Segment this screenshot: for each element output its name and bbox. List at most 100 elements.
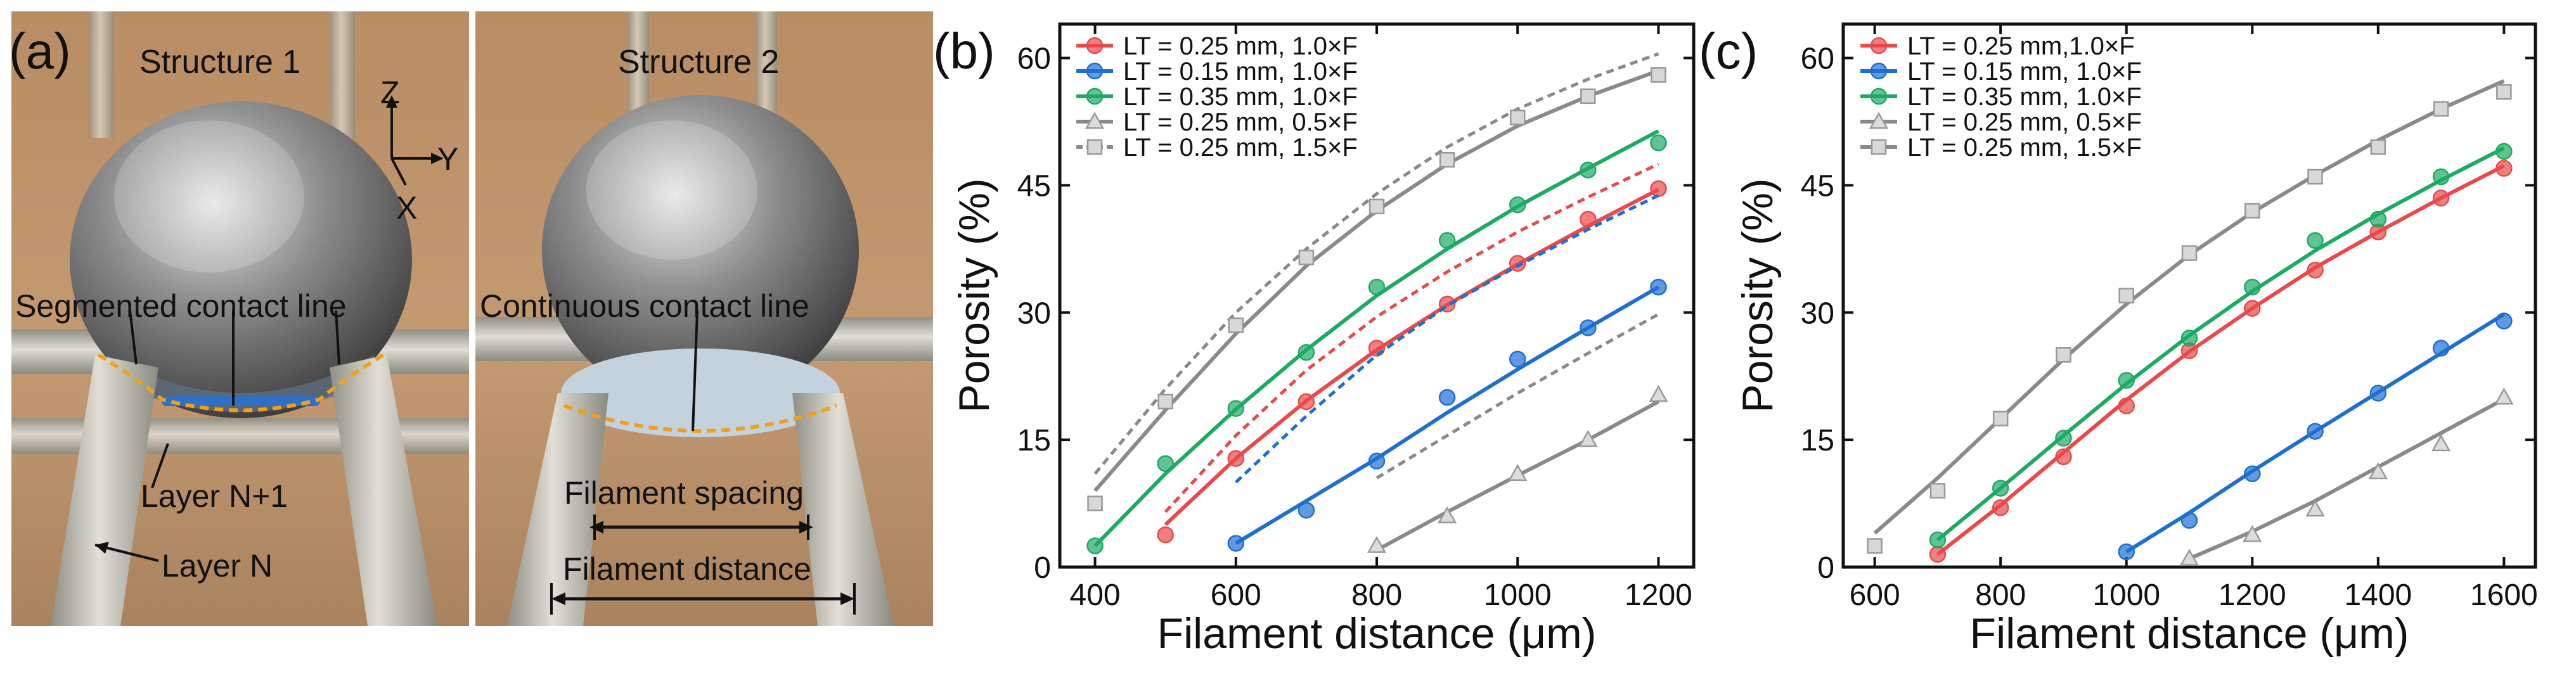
series-4-point-1500 — [2433, 101, 2449, 117]
x-tick-label-1200: 1200 — [1625, 578, 1692, 612]
series-3-point-1300 — [2305, 499, 2325, 517]
series-0-point-1200 — [2244, 300, 2261, 317]
continuous-contact-line-label: Continuous contact line — [480, 288, 809, 324]
y-tick-label-0: 0 — [1034, 551, 1051, 585]
series-2-point-700 — [1298, 343, 1315, 361]
series-3-point-1200 — [2243, 525, 2262, 542]
x-tick-label-1400: 1400 — [2344, 578, 2412, 612]
series-1-point-1400 — [2369, 385, 2387, 402]
legend-marker-0 — [1086, 37, 1104, 54]
series-4-model-line — [1093, 52, 1659, 475]
structure1-title: Structure 1 — [139, 44, 300, 80]
series-1-point-1000 — [2118, 543, 2135, 561]
series-2-fit-line — [1093, 129, 1659, 547]
legend-marker-2 — [1870, 87, 1888, 105]
series-2-point-1000 — [2118, 372, 2135, 389]
series-4-point-500 — [1157, 393, 1173, 410]
series-4-point-1200 — [2244, 203, 2260, 219]
series-2-point-1200 — [2244, 278, 2261, 296]
series-2-point-700 — [1929, 531, 1947, 549]
series-1-point-1500 — [2432, 340, 2450, 357]
series-0-point-900 — [2055, 448, 2072, 466]
filament-distance-label: Filament distance — [563, 551, 811, 587]
panel-b-label: (b) — [933, 23, 995, 79]
series-4-point-1100 — [1580, 88, 1596, 105]
structure2-title: Structure 2 — [618, 44, 779, 80]
series-4-point-700 — [1298, 249, 1315, 265]
legend-label-lt-0-25-mm-1-5-f-4: LT = 0.25 mm, 1.5×F — [1907, 134, 2142, 162]
series-2-point-800 — [1992, 480, 2009, 497]
series-3-fit-line — [2188, 397, 2505, 561]
series-4-point-600 — [1867, 538, 1883, 554]
x-axis-title: Filament distance (μm) — [1157, 610, 1597, 658]
series-1-point-900 — [1438, 388, 1456, 406]
legend-marker-1 — [1870, 62, 1888, 80]
series-3-point-1500 — [2431, 434, 2451, 452]
series-0-point-1100 — [1580, 210, 1597, 228]
series-0-point-1200 — [1650, 180, 1667, 198]
series-3-point-1100 — [2179, 549, 2199, 566]
series-0-model-line — [1164, 162, 1659, 513]
x-tick-label-1000: 1000 — [1484, 578, 1552, 612]
series-1-point-1600 — [2496, 312, 2513, 329]
series-0-fit-line — [1164, 188, 1659, 527]
structure1-render — [11, 11, 469, 626]
series-4-point-800 — [1992, 411, 2009, 426]
series-4-point-1000 — [1509, 110, 1526, 125]
series-2-point-1200 — [1650, 134, 1667, 151]
x-tick-label-1000: 1000 — [2092, 578, 2160, 612]
y-tick-label-60: 60 — [1017, 42, 1051, 76]
axis-y-label: Y — [437, 141, 458, 177]
series-3-model-line — [1375, 312, 1659, 480]
series-2-point-500 — [1157, 455, 1174, 472]
series-3-point-1100 — [1578, 430, 1598, 447]
legend-marker-0 — [1870, 37, 1888, 54]
x-tick-label-400: 400 — [1070, 578, 1121, 612]
series-4-point-900 — [2056, 347, 2071, 363]
legend-label-lt-0-25-mm-1-0-f-0: LT = 0.25 mm, 1.0×F — [1123, 32, 1358, 60]
legend-marker-1 — [1086, 62, 1104, 80]
series-1-model-line — [1235, 194, 1659, 483]
series-3-point-1200 — [1649, 385, 1668, 402]
structure2-render — [475, 11, 933, 626]
series-3-point-900 — [1437, 506, 1457, 523]
chart-panel-b: (b) 400 600 800 1000 1200 0 15 30 45 60 Filament d… — [933, 22, 1696, 658]
y-axis-title: Porosity (%) — [1734, 178, 1782, 412]
legend-marker-3 — [1869, 112, 1889, 129]
x-tick-label-600: 600 — [1211, 578, 1261, 612]
series-0-point-1500 — [2432, 189, 2450, 207]
series-0-point-1000 — [1509, 255, 1526, 272]
series-4-point-1000 — [2118, 288, 2134, 303]
series-4-point-1400 — [2370, 139, 2386, 155]
series-2-point-1000 — [1509, 196, 1526, 214]
series-2-point-900 — [2055, 430, 2072, 447]
legend-label-lt-0-25-mm-1-0-f-0: LT = 0.25 mm,1.0×F — [1907, 32, 2135, 60]
legend-marker-3 — [1085, 112, 1105, 129]
series-1-point-600 — [1227, 535, 1245, 552]
legend-label-lt-0-35-mm-1-0-f-2: LT = 0.35 mm, 1.0×F — [1123, 83, 1358, 111]
series-4-point-400 — [1087, 495, 1103, 511]
legend-label-lt-0-25-mm-0-5-f-3: LT = 0.25 mm, 0.5×F — [1123, 108, 1358, 136]
axis-z-label: Z — [380, 75, 400, 110]
series-4-point-600 — [1228, 317, 1244, 333]
series-2-point-900 — [1438, 232, 1456, 249]
series-1-point-1100 — [2180, 512, 2198, 529]
legend-label-lt-0-15-mm-1-0-f-1: LT = 0.15 mm, 1.0×F — [1907, 58, 2142, 86]
series-2-point-400 — [1086, 537, 1104, 554]
series-3-point-1400 — [2368, 462, 2388, 480]
series-4-point-700 — [1929, 483, 1946, 499]
series-4-point-1100 — [2181, 245, 2198, 261]
y-tick-label-45: 45 — [1017, 169, 1051, 203]
legend-label-lt-0-25-mm-1-5-f-4: LT = 0.25 mm, 1.5×F — [1123, 134, 1358, 162]
x-tick-label-1600: 1600 — [2470, 578, 2538, 612]
y-tick-label-30: 30 — [1801, 297, 1834, 330]
segmented-contact-line-label: Segmented contact line — [15, 288, 347, 324]
series-4-point-1200 — [1651, 67, 1666, 83]
legend-label-lt-0-35-mm-1-0-f-2: LT = 0.35 mm, 1.0×F — [1907, 83, 2142, 111]
y-tick-label-30: 30 — [1017, 297, 1051, 330]
y-tick-label-0: 0 — [1817, 551, 1834, 585]
series-0-point-1600 — [2496, 160, 2513, 177]
series-1-point-1100 — [1580, 319, 1597, 336]
panel-a: (a) Structure 1 Structure 2 Z Y X Segmen… — [9, 11, 933, 626]
